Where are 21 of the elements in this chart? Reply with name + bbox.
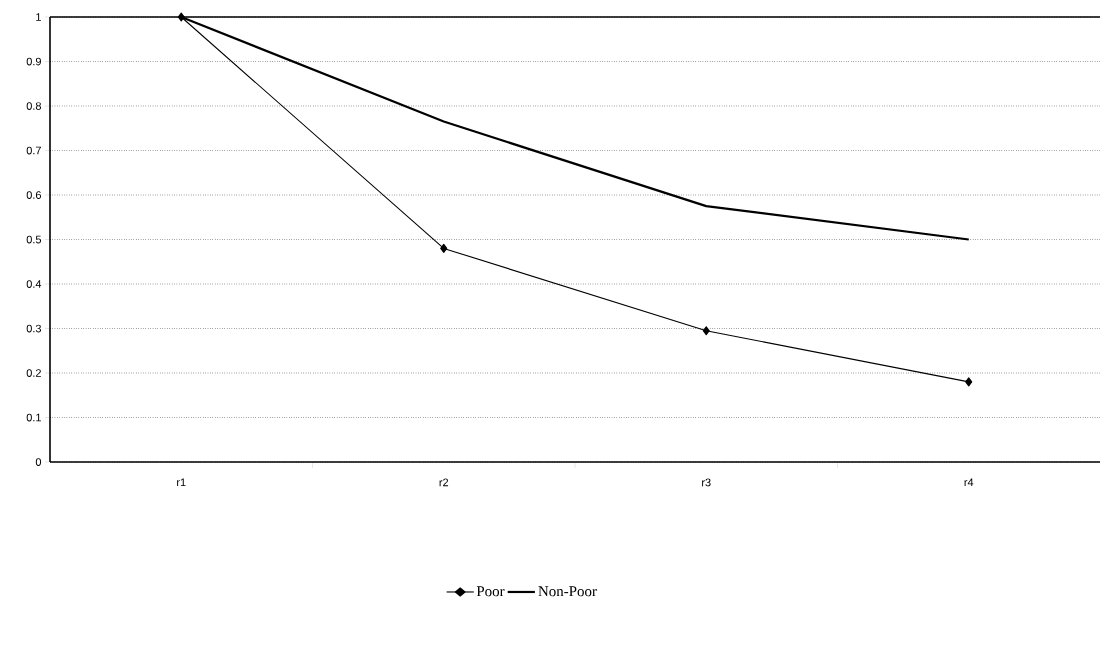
legend-label: Poor [476, 586, 505, 597]
y-tick-label: 0.2 [26, 369, 41, 377]
y-tick-label: 0.8 [26, 102, 41, 110]
y-tick-label: 0.5 [26, 235, 42, 244]
y-tick-label: 0.4 [26, 280, 42, 288]
y-tick-label: 0.1 [26, 413, 41, 422]
x-tick-label: r4 [964, 478, 974, 487]
y-tick-label: 0.7 [26, 146, 41, 155]
y-tick-label: 0.3 [26, 324, 41, 333]
point [177, 12, 185, 22]
point [965, 377, 973, 387]
point [440, 243, 448, 253]
x-tick-label: r3 [702, 478, 711, 487]
x-tick-label: r1 [177, 478, 186, 487]
point [702, 326, 710, 336]
legend-label: Non-Poor [538, 586, 597, 597]
y-tick-label: 0 [35, 458, 42, 466]
x-tick-label: r2 [439, 478, 449, 487]
y-tick-label: 1 [36, 13, 41, 21]
y-tick-label: 0.6 [26, 191, 41, 199]
y-tick-label: 0.9 [26, 57, 41, 66]
